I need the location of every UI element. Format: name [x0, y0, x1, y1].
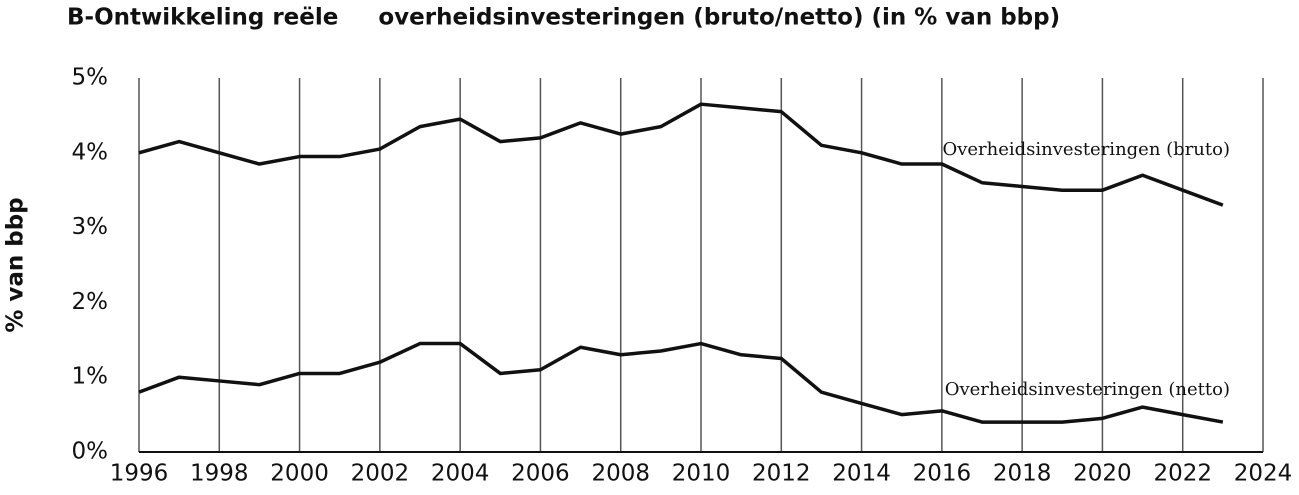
x-tick-label: 2000 [270, 461, 329, 487]
x-tick-label: 1998 [190, 461, 249, 487]
series-label: Overheidsinvesteringen (bruto) [942, 139, 1230, 160]
series-line [138, 102, 1224, 207]
y-axis-label: % van bbp [3, 197, 29, 332]
series-line [138, 341, 1224, 424]
x-tick-label: 2014 [832, 461, 891, 487]
y-tick-label: 5% [72, 65, 109, 91]
x-tick-label: 1996 [110, 461, 169, 487]
x-tick-label: 2018 [993, 461, 1052, 487]
y-tick-label: 1% [72, 364, 109, 390]
series-label: Overheidsinvesteringen (netto) [945, 379, 1230, 400]
x-tick-label: 2006 [511, 461, 570, 487]
x-tick-label: 2022 [1153, 461, 1212, 487]
y-tick-label: 3% [72, 214, 109, 240]
x-tick-label: 2020 [1073, 461, 1132, 487]
x-tick-label: 2008 [591, 461, 650, 487]
y-tick-label: 2% [72, 289, 109, 315]
x-tick-label: 2024 [1234, 461, 1293, 487]
x-tick-label: 2004 [431, 461, 490, 487]
chart-title: B-Ontwikkeling reële overheidsinvesterin… [67, 5, 1060, 31]
y-tick-label: 0% [72, 439, 109, 465]
x-tick-label: 2012 [752, 461, 811, 487]
x-tick-label: 2016 [913, 461, 972, 487]
x-tick-label: 2010 [672, 461, 731, 487]
x-tick-label: 2002 [351, 461, 410, 487]
y-tick-label: 4% [72, 139, 109, 165]
